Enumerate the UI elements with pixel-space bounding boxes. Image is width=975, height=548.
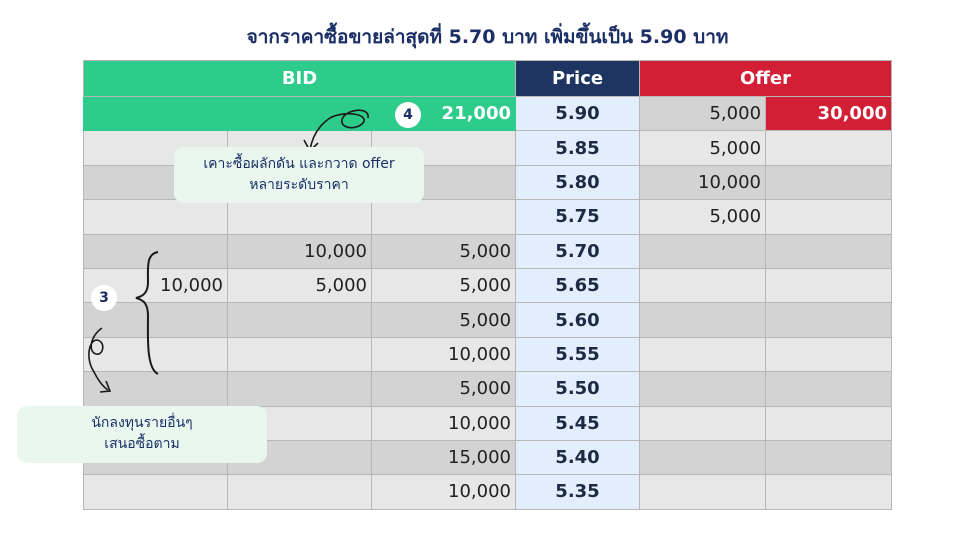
bid-cell-1	[83, 336, 228, 373]
bid-cell-2	[227, 302, 372, 338]
note-others-follow: นักลงทุนรายอื่นๆ เสนอซื้อตาม	[17, 406, 267, 463]
header-row: BID Price Offer	[82, 60, 893, 97]
offer-cell-1	[639, 302, 767, 338]
offer-cell-2	[765, 199, 893, 235]
offer-cell-2: 30,000	[765, 95, 893, 132]
offer-cell-1	[639, 233, 767, 269]
offer-cell-1	[639, 474, 767, 510]
note-push-buy-line2: หลายระดับราคา	[249, 177, 349, 193]
table-row: 21,000 5.90 5,000 30,000	[83, 95, 893, 132]
offer-header: Offer	[639, 60, 893, 97]
curl-arrow-bottom	[88, 327, 109, 391]
bid-cell-3: 5,000	[370, 267, 517, 304]
offer-cell-1: 5,000	[639, 95, 767, 132]
bid-cell-3	[370, 199, 517, 235]
bid-cell-3: 10,000	[370, 405, 517, 441]
bid-cell-2	[227, 474, 372, 510]
step-badge-4: 4	[395, 102, 421, 128]
price-cell: 5.35	[515, 474, 641, 510]
offer-cell-1: 5,000	[639, 199, 767, 235]
table-row: 10,000 5.35	[83, 474, 893, 510]
bid-cell-1	[83, 95, 228, 132]
note-push-buy: เคาะซื้อผลักดัน และกวาด offer หลายระดับร…	[174, 147, 424, 203]
step-badge-3: 3	[91, 285, 117, 311]
price-cell: 5.90	[515, 95, 641, 132]
offer-cell-2	[765, 267, 893, 304]
bid-cell-2	[227, 371, 372, 407]
price-cell: 5.85	[515, 130, 641, 166]
note-others-follow-line1: นักลงทุนรายอื่นๆ	[91, 415, 193, 431]
bid-cell-3: 5,000	[370, 302, 517, 338]
offer-cell-1	[639, 439, 767, 476]
price-cell: 5.55	[515, 336, 641, 373]
bid-cell-1	[83, 474, 228, 510]
offer-cell-2	[765, 302, 893, 338]
page-title: จากราคาซื้อขายล่าสุดที่ 5.70 บาท เพิ่มขึ…	[246, 26, 729, 48]
price-cell: 5.45	[515, 405, 641, 441]
note-push-buy-line1: เคาะซื้อผลักดัน และกวาด offer	[203, 156, 395, 172]
table-row: 15,000 5.40	[83, 439, 893, 476]
table-row: 5,000 5.60	[83, 302, 893, 338]
offer-cell-1	[639, 267, 767, 304]
bid-cell-3: 5,000	[370, 233, 517, 269]
offer-cell-1	[639, 405, 767, 441]
offer-cell-2	[765, 474, 893, 510]
note-others-follow-line2: เสนอซื้อตาม	[104, 436, 180, 452]
arrowhead-bottom	[99, 380, 112, 393]
price-header: Price	[515, 60, 641, 97]
curly-brace	[135, 251, 159, 375]
bid-cell-2	[227, 199, 372, 235]
offer-cell-2	[765, 233, 893, 269]
table-row: 5,000 5.50	[83, 371, 893, 407]
price-cell: 5.40	[515, 439, 641, 476]
offer-cell-2	[765, 439, 893, 476]
price-cell: 5.60	[515, 302, 641, 338]
price-cell: 5.65	[515, 267, 641, 304]
offer-cell-2	[765, 371, 893, 407]
table-row: 10,000 5,000 5,000 5.65	[83, 267, 893, 304]
price-cell: 5.75	[515, 199, 641, 235]
curl-arrow-top	[309, 109, 369, 151]
bid-cell-2: 5,000	[227, 267, 372, 304]
table-row: 10,000 5,000 5.70	[83, 233, 893, 269]
offer-cell-2	[765, 164, 893, 201]
bid-cell-1	[83, 371, 228, 407]
bid-cell-3: 5,000	[370, 371, 517, 407]
bid-cell-3: 10,000	[370, 474, 517, 510]
bid-cell-3: 15,000	[370, 439, 517, 476]
bid-cell-1	[83, 233, 228, 269]
offer-cell-1: 5,000	[639, 130, 767, 166]
